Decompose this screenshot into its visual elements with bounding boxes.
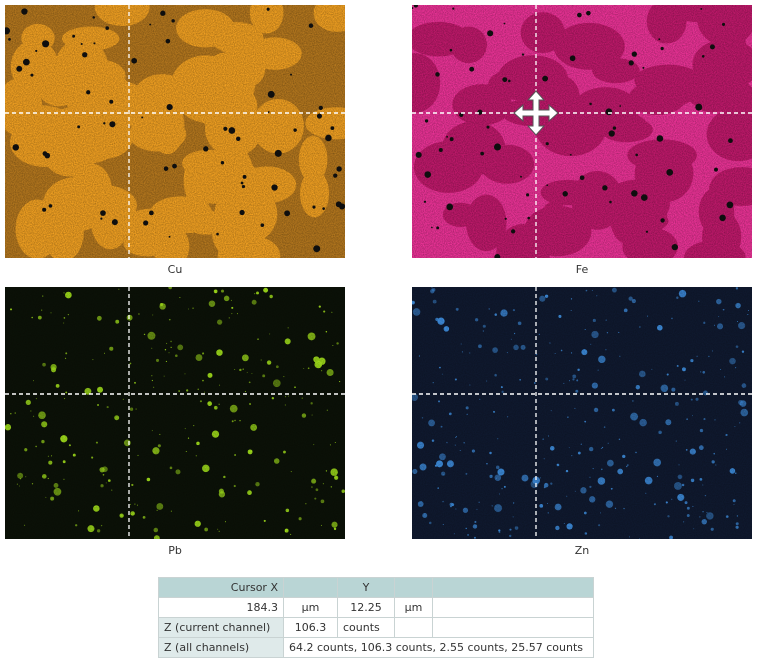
noise (412, 5, 752, 258)
noise (5, 5, 345, 258)
cell (432, 597, 594, 618)
cursor-table: Cursor X Y 184.3 µm 12.25 µm Z (current … (158, 577, 594, 658)
cell (394, 617, 433, 638)
element-maps: Cu Fe Pb Zn (5, 5, 752, 557)
map-image (412, 287, 752, 539)
cell: Z (all channels) (158, 637, 284, 658)
noise (412, 287, 752, 539)
map-label: Fe (576, 263, 589, 276)
cell: µm (394, 597, 433, 618)
map-image (5, 287, 345, 539)
cell: counts (337, 617, 395, 638)
current-row: Z (current channel) 106.3 counts (158, 617, 594, 638)
map-label: Zn (575, 544, 590, 557)
cell: µm (283, 597, 338, 618)
cell: 12.25 (337, 597, 395, 618)
position-row: 184.3 µm 12.25 µm (158, 597, 594, 618)
header-cell (394, 577, 433, 598)
map-image (412, 5, 752, 258)
cell: 64.2 counts, 106.3 counts, 2.55 counts, … (283, 637, 594, 658)
noise (5, 287, 345, 539)
cell: 184.3 (158, 597, 284, 618)
header-cell: Y (337, 577, 395, 598)
header-cell (283, 577, 338, 598)
move-cursor (513, 90, 559, 136)
map-label: Pb (168, 544, 182, 557)
header-cell: Cursor X (158, 577, 284, 598)
cell (432, 617, 594, 638)
cell: Z (current channel) (158, 617, 284, 638)
header-cell (432, 577, 594, 598)
all-row: Z (all channels) 64.2 counts, 106.3 coun… (158, 637, 594, 658)
map-label: Cu (168, 263, 183, 276)
map-image (5, 5, 345, 258)
cell: 106.3 (283, 617, 338, 638)
header-row: Cursor X Y (158, 577, 594, 598)
